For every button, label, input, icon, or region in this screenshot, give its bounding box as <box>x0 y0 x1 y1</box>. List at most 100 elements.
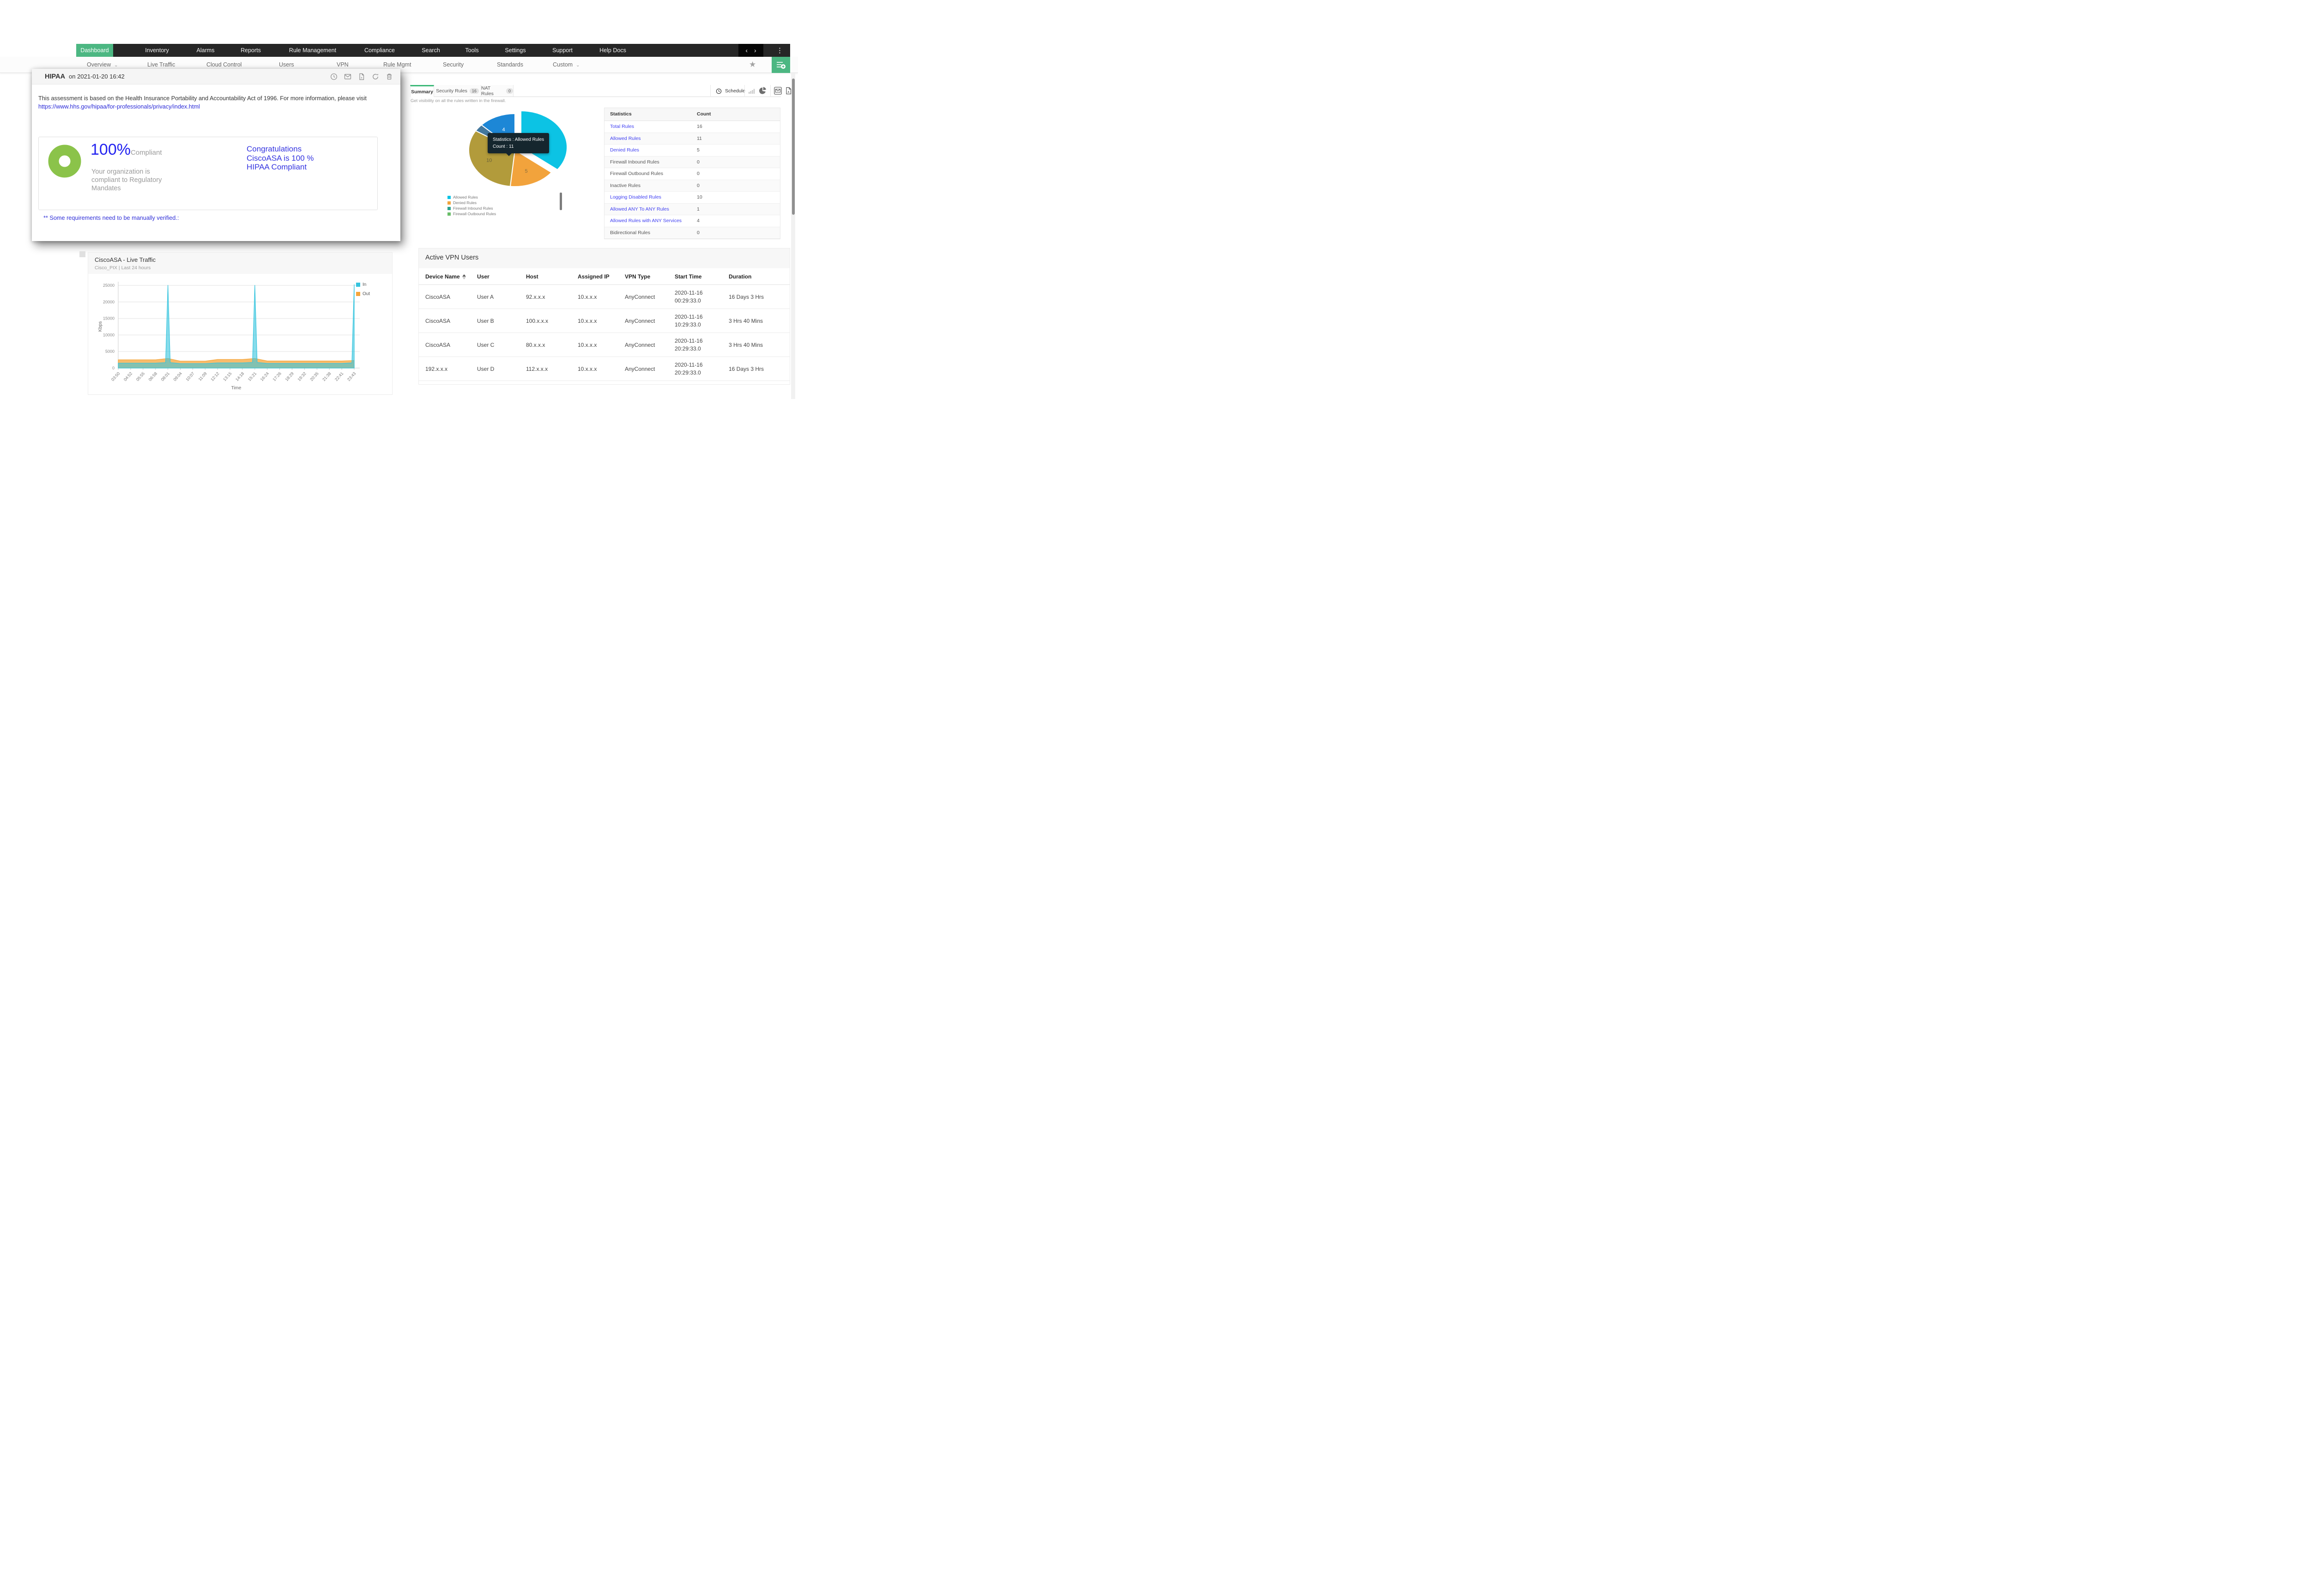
mail-export-icon[interactable] <box>774 87 782 95</box>
stats-label[interactable]: Allowed Rules <box>610 135 641 141</box>
mail-icon[interactable] <box>344 73 351 80</box>
statistics-table-header: Statistics Count <box>604 108 780 121</box>
live-traffic-header: CiscoASA - Live Traffic Cisco_PIX | Last… <box>88 253 392 274</box>
vpn-card-title: Active VPN Users <box>425 254 479 261</box>
nav-next-icon[interactable]: › <box>754 47 756 54</box>
vpn-cell-vpn-type: AnyConnect <box>625 365 655 372</box>
vpn-col-user[interactable]: User <box>477 273 526 280</box>
pie-slice-value: 10 <box>486 158 492 163</box>
live-traffic-subtitle: Cisco_PIX | Last 24 hours <box>95 265 151 271</box>
vpn-col-host[interactable]: Host <box>526 273 578 280</box>
nav-prev-icon[interactable]: ‹ <box>745 47 748 54</box>
vpn-cell-vpn-type: AnyConnect <box>625 341 655 348</box>
vpn-col-vpn-type[interactable]: VPN Type <box>625 273 675 280</box>
refresh-icon[interactable] <box>372 73 379 80</box>
panel-scrollbar-thumb[interactable] <box>560 193 562 210</box>
stats-row-allowed-rules-with-any-services: Allowed Rules with ANY Services 4 <box>604 215 780 227</box>
vpn-table-row[interactable]: CiscoASA User C 80.x.x.x 10.x.x.x AnyConnect… <box>419 333 790 357</box>
live-traffic-chart[interactable]: 0 5000 10000 15000 20000 25000 03:50 04:52 05:55… <box>88 274 392 394</box>
compliance-percent-row: 100%Compliant <box>91 141 162 159</box>
stats-col-statistics: Statistics <box>610 111 632 117</box>
compliance-donut <box>48 145 81 180</box>
legend-item-firewall-outbound-rules: Firewall Outbound Rules <box>447 211 496 217</box>
schedule-button[interactable]: Schedule <box>710 85 745 97</box>
subnav-item-live-traffic[interactable]: Live Traffic <box>147 57 175 73</box>
vpn-table-row[interactable]: 192.x.x.x User D 112.x.x.x 10.x.x.x AnyConne… <box>419 357 790 381</box>
x-tick-label: 16:24 <box>260 371 270 382</box>
stats-label: Firewall Inbound Rules <box>610 159 659 165</box>
hipaa-info-link[interactable]: https://www.hhs.gov/hipaa/for-profession… <box>38 103 200 110</box>
vpn-cell-user: User A <box>477 293 494 300</box>
pie-chart-icon[interactable] <box>759 87 767 95</box>
trash-icon[interactable] <box>386 73 393 80</box>
vpn-cell-start-time: 2020-11-16 20:29:33.0 <box>675 361 703 376</box>
y-tick-label: 0 <box>112 366 115 370</box>
nav-item-help-docs[interactable]: Help Docs <box>599 47 626 54</box>
pie-legend: Allowed Rules Denied Rules Firewall Inboun… <box>447 194 496 217</box>
page-scrollbar-thumb[interactable] <box>792 79 795 215</box>
vpn-col-duration[interactable]: Duration <box>729 273 790 280</box>
stats-label[interactable]: Total Rules <box>610 124 634 129</box>
stats-row-denied-rules: Denied Rules 5 <box>604 145 780 157</box>
vpn-cell-assigned-ip: 10.x.x.x <box>578 293 597 300</box>
vpn-table-row[interactable]: CiscoASA User B 100.x.x.x 10.x.x.x AnyConnec… <box>419 309 790 333</box>
nav-item-compliance[interactable]: Compliance <box>364 47 395 54</box>
vpn-cell-vpn-type: AnyConnect <box>625 293 655 300</box>
vpn-cell-host: 112.x.x.x <box>526 365 548 372</box>
vpn-col-assigned-ip[interactable]: Assigned IP <box>578 273 625 280</box>
favorite-star-icon[interactable]: ★ <box>749 60 756 69</box>
subnav-item-standards[interactable]: Standards <box>497 57 523 73</box>
tab-summary[interactable]: Summary <box>410 85 434 97</box>
pdf-icon[interactable] <box>358 73 365 80</box>
tab-security-rules[interactable]: Security Rules 16 <box>434 85 481 97</box>
nav-item-dashboard[interactable]: Dashboard <box>76 44 113 57</box>
subnav-item-custom[interactable]: Custom ⌄ <box>553 57 580 73</box>
x-axis-label: Time <box>231 386 242 391</box>
nav-item-inventory[interactable]: Inventory <box>145 47 169 54</box>
nav-item-alarms[interactable]: Alarms <box>196 47 215 54</box>
stats-label[interactable]: Allowed ANY To ANY Rules <box>610 206 669 212</box>
vpn-table-row[interactable]: CiscoASA User A 92.x.x.x 10.x.x.x AnyConnect… <box>419 285 790 309</box>
legend-swatch <box>447 201 451 205</box>
tab-nat-rules[interactable]: NAT Rules 0 <box>481 85 514 97</box>
x-tick-label: 05:55 <box>135 371 146 382</box>
stats-label[interactable]: Allowed Rules with ANY Services <box>610 218 682 224</box>
nav-item-search[interactable]: Search <box>422 47 440 54</box>
vpn-col-device-name[interactable]: Device Name <box>425 273 477 280</box>
traffic-legend-out: Out <box>356 291 370 296</box>
pie-slice-denied-rules[interactable] <box>509 149 552 187</box>
subnav-item-cloud-control[interactable]: Cloud Control <box>206 57 242 73</box>
subnav-item-rule-mgmt[interactable]: Rule Mgmt <box>383 57 411 73</box>
nav-item-settings[interactable]: Settings <box>505 47 526 54</box>
nav-item-tools[interactable]: Tools <box>465 47 479 54</box>
subnav-label: Cloud Control <box>206 61 242 68</box>
page-scrollbar-track[interactable] <box>791 73 795 399</box>
stats-label[interactable]: Logging Disabled Rules <box>610 194 661 200</box>
vpn-col-start-time[interactable]: Start Time <box>675 273 729 280</box>
hipaa-report-modal: HIPAA on 2021-01-20 16:42 This assessmen… <box>32 69 400 241</box>
subnav-item-vpn[interactable]: VPN <box>337 57 349 73</box>
nav-item-support[interactable]: Support <box>552 47 573 54</box>
nav-item-reports[interactable]: Reports <box>241 47 261 54</box>
congratulations-text: Congratulations CiscoASA is 100 % HIPAA Co… <box>247 145 314 172</box>
pdf-export-icon[interactable] <box>785 87 792 95</box>
subnav-item-security[interactable]: Security <box>443 57 464 73</box>
vpn-cell-assigned-ip: 10.x.x.x <box>578 317 597 324</box>
subnav-item-users[interactable]: Users <box>279 57 294 73</box>
legend-swatch <box>447 212 451 216</box>
chevron-down-icon: ⌄ <box>576 63 580 68</box>
bar-chart-icon[interactable] <box>748 87 756 95</box>
vpn-cell-device: CiscoASA <box>425 341 451 348</box>
legend-item-allowed-rules: Allowed Rules <box>447 194 496 200</box>
more-menu-icon[interactable]: ⋮ <box>776 47 783 54</box>
subnav-item-overview[interactable]: Overview ⌄ <box>87 57 118 73</box>
x-tick-label: 12:12 <box>210 371 220 382</box>
add-dashboard-button[interactable] <box>772 57 790 73</box>
stats-label[interactable]: Denied Rules <box>610 147 640 153</box>
nav-item-rule-management[interactable]: Rule Management <box>289 47 337 54</box>
x-tick-label: 04:52 <box>123 371 133 382</box>
clock-icon[interactable] <box>330 73 338 80</box>
stats-row-allowed-any-to-any-rules: Allowed ANY To ANY Rules 1 <box>604 203 780 215</box>
subnav-label: Custom <box>553 61 573 68</box>
subnav-label: Rule Mgmt <box>383 61 411 68</box>
